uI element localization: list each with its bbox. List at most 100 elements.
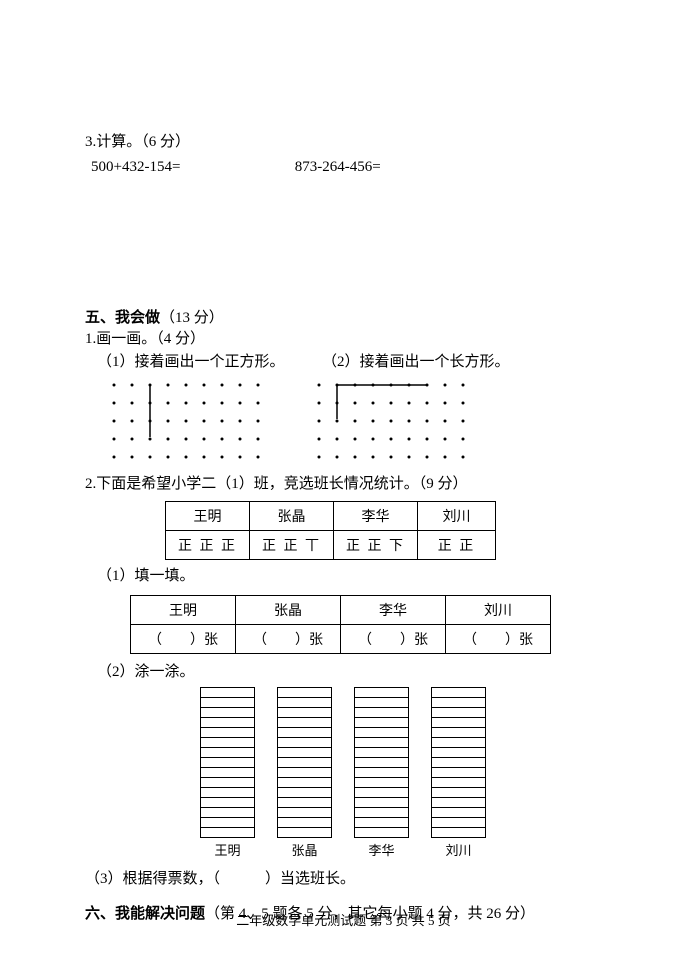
table-row: 王明 张晶 李华 刘川 [131, 596, 551, 625]
bar-cell[interactable] [277, 717, 332, 727]
fill-cell[interactable]: （ ）张 [236, 625, 341, 654]
page-footer: 二年级数学单元测试题 第 3 页 共 5 页 [0, 910, 687, 929]
bar-cell[interactable] [277, 697, 332, 707]
bar-cell[interactable] [200, 707, 255, 717]
bar-cell[interactable] [354, 737, 409, 747]
section5-title: 五、我会做 [85, 310, 160, 326]
fill-table: 王明 张晶 李华 刘川 （ ）张 （ ）张 （ ）张 （ ）张 [130, 595, 551, 654]
section5-points: （13 分） [160, 310, 224, 326]
bar-cell[interactable] [431, 827, 486, 837]
bar-chart: 王明 张晶 李华 刘川 [200, 687, 602, 859]
bar-cell[interactable] [431, 737, 486, 747]
blank-answer[interactable] [220, 871, 265, 887]
q2-sub3: （3）根据得票数，（ ）当选班长。 [85, 867, 602, 888]
bar-cell[interactable] [431, 697, 486, 707]
q1-title: 1.画一画。（4 分） [85, 327, 602, 348]
q2-sub2: （2）涂一涂。 [97, 660, 195, 681]
fill-cell[interactable]: （ ）张 [446, 625, 551, 654]
bar-cell[interactable] [200, 797, 255, 807]
bar-cell[interactable] [431, 757, 486, 767]
bar-cell[interactable] [354, 757, 409, 767]
bar-cell[interactable] [431, 787, 486, 797]
bar-cell[interactable] [431, 717, 486, 727]
calc-1: 500+432-154= [91, 159, 291, 176]
sub3-post: ）当选班长。 [265, 871, 355, 887]
table-row: 正 正 正 正 正 丅 正 正 下 正 正 [166, 531, 496, 560]
bar-cell[interactable] [200, 787, 255, 797]
bar-column: 张晶 [277, 687, 332, 859]
q3-title: 3.计算。（6 分） [85, 130, 602, 151]
bar-cell[interactable] [200, 747, 255, 757]
bar-cell[interactable] [431, 797, 486, 807]
bar-cell[interactable] [354, 707, 409, 717]
bar-cell[interactable] [200, 807, 255, 817]
bar-cell[interactable] [200, 777, 255, 787]
bar-cell[interactable] [431, 777, 486, 787]
tally-table: 王明 张晶 李华 刘川 正 正 正 正 正 丅 正 正 下 正 正 [165, 501, 496, 560]
bar-cell[interactable] [354, 697, 409, 707]
bar-cell[interactable] [200, 767, 255, 777]
q2-sub1: （1）填一填。 [97, 564, 602, 585]
tally-cell: 正 正 [418, 531, 496, 560]
bar-cell[interactable] [277, 707, 332, 717]
bar-cell[interactable] [277, 757, 332, 767]
bar-cell[interactable] [354, 747, 409, 757]
bar-cell[interactable] [354, 787, 409, 797]
bar-label: 刘川 [445, 840, 471, 859]
bar-cell[interactable] [431, 747, 486, 757]
bar-cell[interactable] [354, 727, 409, 737]
bar-cell[interactable] [200, 727, 255, 737]
q3-calculations: 500+432-154= 873-264-456= [91, 159, 602, 176]
bar-cell[interactable] [354, 767, 409, 777]
bar-cell[interactable] [200, 687, 255, 697]
bar-cell[interactable] [277, 747, 332, 757]
bar-cell[interactable] [277, 767, 332, 777]
q1-sub2: （2）接着画出一个长方形。 [322, 350, 510, 371]
bar-label: 李华 [368, 840, 394, 859]
bar-cell[interactable] [200, 717, 255, 727]
fill-cell[interactable]: （ ）张 [341, 625, 446, 654]
bar-cell[interactable] [431, 817, 486, 827]
bar-cell[interactable] [277, 827, 332, 837]
bar-cell[interactable] [200, 817, 255, 827]
bar-cell[interactable] [277, 777, 332, 787]
bar-cell[interactable] [431, 767, 486, 777]
bar-column: 王明 [200, 687, 255, 859]
table-row: （ ）张 （ ）张 （ ）张 （ ）张 [131, 625, 551, 654]
bar-label: 王明 [214, 840, 240, 859]
bar-cell[interactable] [354, 777, 409, 787]
name-cell: 李华 [341, 596, 446, 625]
bar-cell[interactable] [431, 727, 486, 737]
tally-cell: 正 正 下 [334, 531, 418, 560]
bar-label: 张晶 [291, 840, 317, 859]
sub3-pre: （3）根据得票数，（ [85, 871, 220, 887]
bar-cell[interactable] [431, 707, 486, 717]
tally-cell: 正 正 正 [166, 531, 250, 560]
bar-cell[interactable] [354, 827, 409, 837]
bar-cell[interactable] [354, 817, 409, 827]
bar-cell[interactable] [277, 737, 332, 747]
name-cell: 张晶 [236, 596, 341, 625]
name-cell: 王明 [131, 596, 236, 625]
bar-cell[interactable] [277, 817, 332, 827]
bar-cell[interactable] [431, 807, 486, 817]
bar-cell[interactable] [354, 717, 409, 727]
bar-cell[interactable] [277, 727, 332, 737]
fill-cell[interactable]: （ ）张 [131, 625, 236, 654]
name-cell: 张晶 [250, 502, 334, 531]
calc-2: 873-264-456= [295, 159, 381, 176]
bar-cell[interactable] [200, 737, 255, 747]
bar-cell[interactable] [277, 807, 332, 817]
bar-cell[interactable] [200, 827, 255, 837]
bar-cell[interactable] [200, 757, 255, 767]
bar-cell[interactable] [200, 697, 255, 707]
section5-heading: 五、我会做（13 分） [85, 306, 602, 327]
name-cell: 王明 [166, 502, 250, 531]
bar-cell[interactable] [277, 687, 332, 697]
bar-cell[interactable] [354, 807, 409, 817]
bar-cell[interactable] [354, 687, 409, 697]
bar-cell[interactable] [277, 787, 332, 797]
bar-cell[interactable] [431, 687, 486, 697]
bar-cell[interactable] [277, 797, 332, 807]
bar-cell[interactable] [354, 797, 409, 807]
